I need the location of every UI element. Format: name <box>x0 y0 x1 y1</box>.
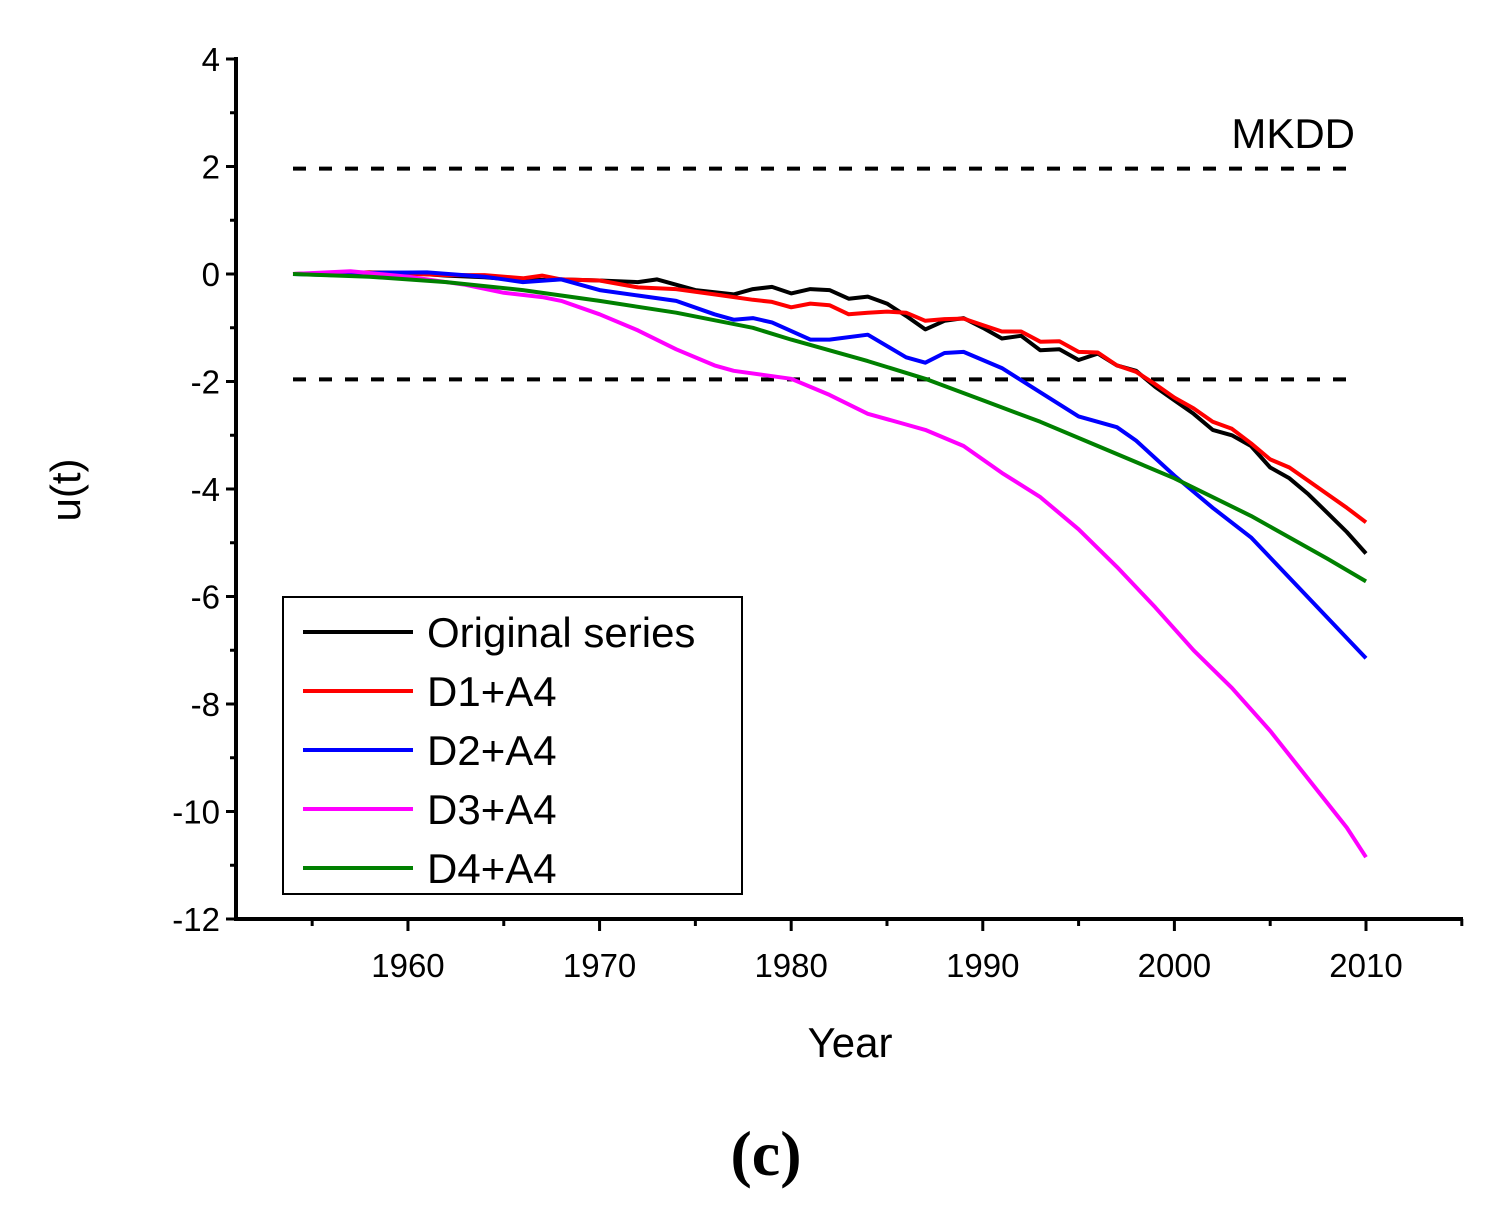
y-tick-label: -2 <box>191 364 220 401</box>
series-line-2 <box>292 270 1368 660</box>
legend-label: Original series <box>427 609 695 656</box>
legend: Original series D1+A4 D2+A4 D3+A4 D4+A4 <box>282 596 743 895</box>
y-tick-label: -8 <box>191 686 220 723</box>
x-tick-label: 2000 <box>1138 947 1211 984</box>
y-tick-label: 4 <box>202 41 220 78</box>
legend-label: D3+A4 <box>427 786 557 833</box>
y-tick-label: -6 <box>191 579 220 616</box>
x-tick-label: 1970 <box>563 947 636 984</box>
y-tick-label: 0 <box>202 256 220 293</box>
legend-label: D2+A4 <box>427 727 557 774</box>
y-tick-label: 2 <box>202 149 220 186</box>
series-line-1 <box>292 270 1368 524</box>
y-tick-label: -4 <box>191 471 220 508</box>
legend-label: D1+A4 <box>427 668 557 715</box>
legend-label: D4+A4 <box>427 845 557 892</box>
y-tick-label: -12 <box>172 901 220 938</box>
x-tick-label: 2010 <box>1329 947 1402 984</box>
x-axis-title: Year <box>808 1019 893 1066</box>
x-tick-label: 1980 <box>754 947 827 984</box>
series-line-0 <box>292 270 1368 555</box>
x-tick-label: 1990 <box>946 947 1019 984</box>
panel-label: (c) <box>730 1118 801 1189</box>
y-axis-title: u(t) <box>42 459 89 522</box>
series-line-3 <box>292 269 1368 859</box>
mkdd-annotation: MKDD <box>1231 110 1355 157</box>
y-tick-label: -10 <box>172 794 220 831</box>
legend-box <box>282 596 743 895</box>
series-line-4 <box>292 272 1368 584</box>
x-tick-label: 1960 <box>371 947 444 984</box>
